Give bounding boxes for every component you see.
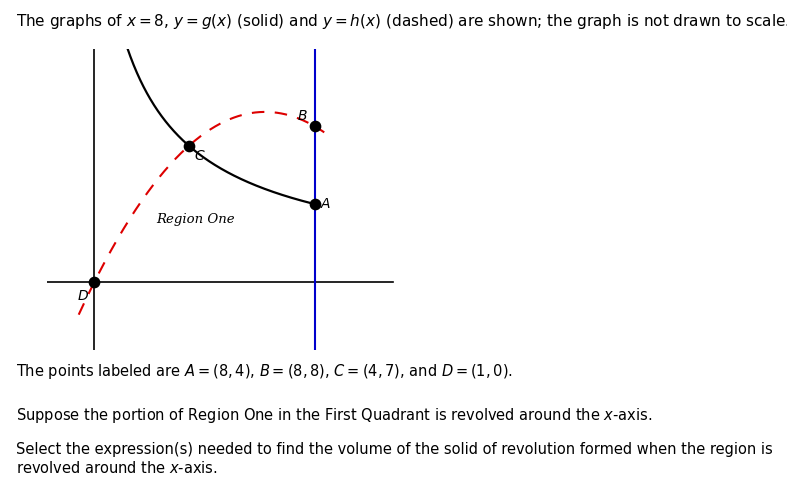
Text: The points labeled are $A = (8, 4)$, $B = (8, 8)$, $C = (4, 7)$, and $D = (1, 0): The points labeled are $A = (8, 4)$, $B … <box>16 362 512 381</box>
Text: $\mathit{A}$: $\mathit{A}$ <box>320 197 331 211</box>
Text: $\mathit{D}$: $\mathit{D}$ <box>77 290 90 303</box>
Text: Region One: Region One <box>156 213 235 226</box>
Point <box>183 142 195 150</box>
Point <box>309 122 321 130</box>
Point <box>88 278 101 286</box>
Text: Suppose the portion of Region One in the First Quadrant is revolved around the $: Suppose the portion of Region One in the… <box>16 406 652 425</box>
Point <box>309 200 321 208</box>
Text: $\mathit{C}$: $\mathit{C}$ <box>194 150 205 163</box>
Text: The graphs of $x = 8$, $y = g(x)$ (solid) and $y = h(x)$ (dashed) are shown; the: The graphs of $x = 8$, $y = g(x)$ (solid… <box>16 12 787 31</box>
Text: Select the expression(s) needed to find the volume of the solid of revolution fo: Select the expression(s) needed to find … <box>16 442 773 476</box>
Text: $\mathit{B}$: $\mathit{B}$ <box>297 109 308 122</box>
